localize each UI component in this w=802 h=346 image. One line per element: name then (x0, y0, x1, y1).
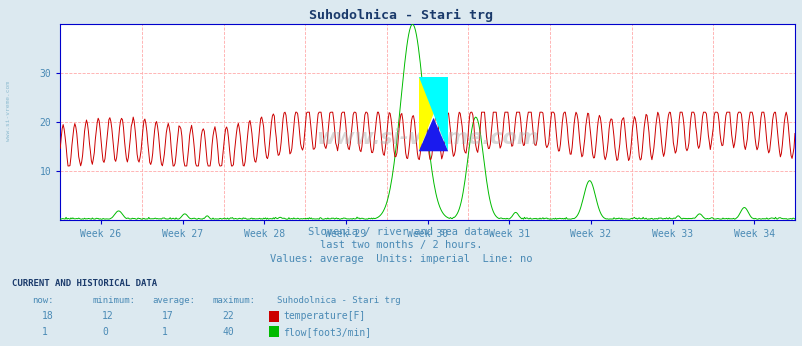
Text: www.si-vreme.com: www.si-vreme.com (316, 128, 538, 148)
Text: minimum:: minimum: (92, 296, 136, 305)
Text: Suhodolnica - Stari trg: Suhodolnica - Stari trg (309, 9, 493, 22)
Text: average:: average: (152, 296, 196, 305)
Text: flow[foot3/min]: flow[foot3/min] (283, 327, 371, 337)
Text: last two months / 2 hours.: last two months / 2 hours. (320, 240, 482, 251)
Text: CURRENT AND HISTORICAL DATA: CURRENT AND HISTORICAL DATA (12, 279, 157, 288)
Text: 12: 12 (102, 311, 114, 321)
Text: now:: now: (32, 296, 54, 305)
Polygon shape (419, 77, 448, 151)
Text: 22: 22 (222, 311, 234, 321)
Text: maximum:: maximum: (213, 296, 256, 305)
Text: www.si-vreme.com: www.si-vreme.com (6, 81, 11, 141)
Text: 17: 17 (162, 311, 174, 321)
Text: Suhodolnica - Stari trg: Suhodolnica - Stari trg (277, 296, 400, 305)
Polygon shape (419, 118, 448, 151)
Text: Slovenia / river and sea data.: Slovenia / river and sea data. (307, 227, 495, 237)
Text: 0: 0 (102, 327, 107, 337)
Text: Values: average  Units: imperial  Line: no: Values: average Units: imperial Line: no (270, 254, 532, 264)
Text: 18: 18 (42, 311, 54, 321)
Text: 1: 1 (42, 327, 47, 337)
Text: temperature[F]: temperature[F] (283, 311, 365, 321)
Text: 40: 40 (222, 327, 234, 337)
Text: 1: 1 (162, 327, 168, 337)
Polygon shape (419, 77, 448, 151)
